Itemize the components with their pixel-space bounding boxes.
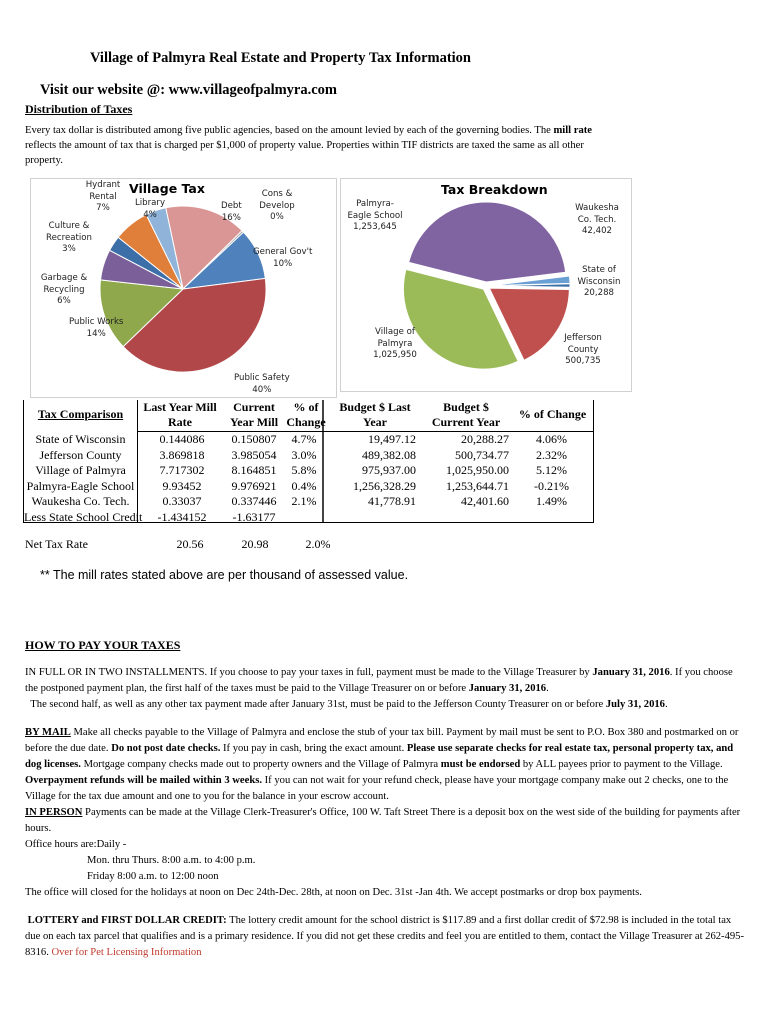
table-cell: 0.4%	[291, 478, 317, 493]
installments-paragraph: IN FULL OR IN TWO INSTALLMENTS. If you c…	[25, 667, 733, 710]
pie-slice-public-safety	[122, 277, 267, 373]
pie-slice-jefferson-county	[488, 287, 570, 361]
how-to-pay-section: HOW TO PAY YOUR TAXES IN FULL OR IN TWO …	[25, 637, 747, 973]
pie-slice-debt	[165, 205, 243, 290]
pie-slice-public-works	[99, 279, 185, 348]
table-cell: 1,253,644.71	[446, 478, 509, 493]
label-jefferson: Jefferson County 500,735	[564, 333, 602, 366]
table-cell: 2.1%	[291, 494, 317, 508]
label-library: Library 4%	[135, 198, 166, 220]
pet-licensing-link[interactable]: Over for Pet Licensing Information	[51, 947, 202, 958]
col-header: Budget $ Current Year	[431, 400, 501, 429]
label-public-safety: Public Safety 40%	[234, 373, 290, 395]
col-header: Last Year Mill Rate	[143, 400, 217, 429]
table-cell: 4.06%	[536, 432, 567, 446]
label-culture: Culture & Recreation 3%	[46, 221, 92, 254]
table-cell: 2.32%	[536, 447, 567, 462]
intro-text: Every tax dollar is distributed among fi…	[25, 125, 554, 136]
label-debt: Debt 16%	[221, 201, 242, 223]
label-garbage: Garbage & Recycling 6%	[40, 273, 88, 306]
table-cell: 9.976921	[231, 478, 277, 493]
table-cell: 0.144086	[159, 432, 205, 446]
col-header: % of Change	[286, 400, 326, 429]
label-waukesha: Waukesha Co. Tech. 42,402	[575, 203, 619, 236]
village-tax-pie	[99, 205, 267, 373]
tax-breakdown-pie	[402, 201, 571, 370]
row-name: State of Wisconsin	[35, 432, 126, 446]
lottery-paragraph: LOTTERY and FIRST DOLLAR CREDIT: The lot…	[25, 915, 744, 958]
row-name: Village of Palmyra	[35, 463, 126, 477]
table-cell: 3.869818	[159, 447, 205, 462]
table-cell: 3.0%	[291, 447, 317, 462]
page-title: Village of Palmyra Real Estate and Prope…	[90, 50, 472, 66]
table-cell: 41,778.91	[368, 494, 416, 508]
table-cell: 1.49%	[536, 494, 567, 508]
table-cell: 7.717302	[159, 463, 205, 477]
label-hydrant: Hydrant Rental 7%	[85, 180, 121, 213]
intro-paragraph: Every tax dollar is distributed among fi…	[25, 123, 620, 168]
table-cell: -1.434152	[157, 509, 207, 524]
table-cell: 975,937.00	[362, 463, 416, 477]
chart-title: Tax Breakdown	[441, 182, 548, 197]
col-header: Current Year Mill	[229, 400, 279, 429]
intro-text-2: reflects the amount of tax that is charg…	[25, 140, 584, 166]
net-tax-last: 20.56	[176, 537, 204, 551]
distribution-heading: Distribution of Taxes	[25, 102, 133, 116]
row-name: Less State School Credit	[24, 509, 143, 524]
pie-slice-state-of-wisconsin	[489, 283, 571, 288]
table-cell: 9.93452	[162, 478, 202, 493]
row-name: Jefferson County	[39, 447, 122, 462]
net-tax-change: 2.0%	[305, 537, 331, 551]
pie-slice-palmyra-eagle-school	[408, 201, 567, 283]
mill-rate-note: ** The mill rates stated above are per t…	[40, 568, 409, 582]
table-cell: 0.150807	[231, 432, 277, 446]
table-cell: 19,497.12	[368, 432, 416, 446]
table-cell: 5.8%	[291, 463, 317, 477]
label-general-gov: General Gov't 10%	[253, 247, 313, 269]
intro-bold: mill rate	[553, 125, 593, 136]
website-line: Visit our website @: www.villageofpalmyr…	[40, 82, 338, 98]
col-header: Budget $ Last Year	[339, 400, 411, 429]
net-tax-current: 20.98	[241, 537, 269, 551]
table-cell: 0.337446	[231, 494, 277, 508]
table-cell: 1,025,950.00	[446, 463, 509, 477]
net-tax-label: Net Tax Rate	[25, 537, 88, 551]
row-name: Waukesha Co. Tech.	[31, 494, 130, 508]
table-cell: 5.12%	[536, 463, 567, 477]
pie-slice-library	[145, 207, 184, 290]
table-cell: 42,401.60	[461, 494, 509, 508]
label-state: State of Wisconsin 20,288	[577, 265, 621, 298]
label-village: Village of Palmyra 1,025,950	[373, 327, 417, 360]
table-cell: 3.985054	[231, 447, 277, 462]
chart-title: Village Tax	[129, 181, 205, 196]
label-palmyra-eagle: Palmyra-Eagle School 1,253,645	[347, 199, 403, 232]
village-tax-chart: Village Tax Hydrant Rental 7% Library 4% D…	[30, 178, 337, 398]
table-cell: 500,734.77	[455, 447, 509, 462]
col-header: % of Change	[518, 407, 587, 421]
tax-breakdown-chart: Tax Breakdown Palmyra-Eagle School 1,253,…	[340, 178, 632, 392]
table-cell: 4.7%	[291, 432, 317, 446]
table-cell: 8.164851	[231, 463, 277, 477]
label-public-works: Public Works 14%	[69, 317, 124, 339]
table-cell: -1.63177	[232, 509, 276, 524]
tax-comparison-table: Tax Comparison Last Year Mill Rate Curre…	[23, 400, 594, 524]
pie-slice-village-of-palmyra	[402, 268, 519, 370]
how-to-pay-heading: HOW TO PAY YOUR TAXES	[25, 638, 181, 652]
by-mail-paragraph: BY MAIL Make all checks payable to the V…	[25, 727, 741, 898]
label-cons-develop: Cons & Develop 0%	[259, 189, 295, 222]
table-cell: 489,382.08	[362, 447, 416, 462]
table-cell: 20,288.27	[461, 432, 509, 446]
table-cell: 1,256,328.29	[353, 478, 416, 493]
table-cell: -0.21%	[534, 478, 569, 493]
row-name: Palmyra-Eagle School	[26, 478, 135, 493]
table-cell: 0.33037	[162, 494, 202, 508]
table-heading: Tax Comparison	[37, 407, 124, 421]
